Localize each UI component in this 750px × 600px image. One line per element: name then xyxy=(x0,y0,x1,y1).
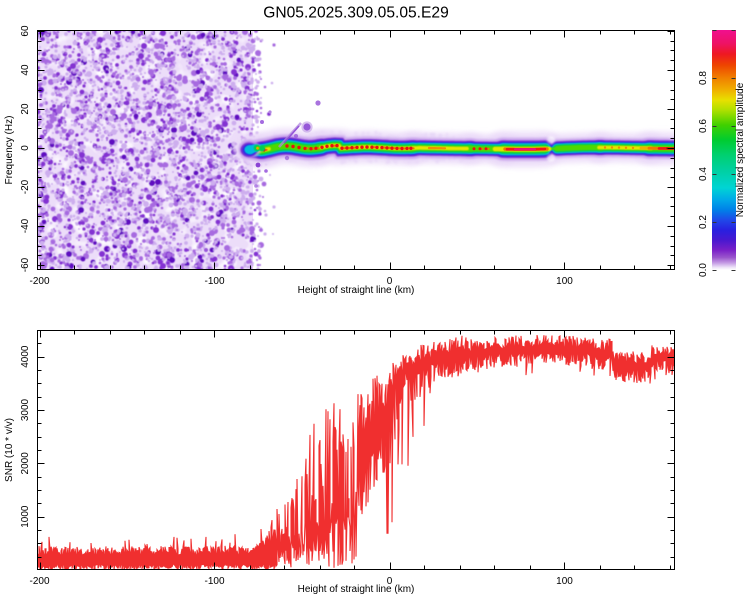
svg-text:0: 0 xyxy=(20,145,31,151)
svg-text:SNR (10 * v/v): SNR (10 * v/v) xyxy=(4,418,15,482)
svg-text:-20: -20 xyxy=(20,179,31,194)
svg-text:-200: -200 xyxy=(29,576,49,587)
svg-text:0.2: 0.2 xyxy=(698,215,709,229)
svg-text:-60: -60 xyxy=(20,257,31,272)
svg-text:20: 20 xyxy=(20,103,31,115)
svg-text:0.0: 0.0 xyxy=(698,263,709,277)
svg-text:-100: -100 xyxy=(204,576,224,587)
svg-text:Height of straight line (km): Height of straight line (km) xyxy=(298,584,415,595)
svg-text:1000: 1000 xyxy=(20,505,31,528)
svg-text:Normalized spectral amplitude: Normalized spectral amplitude xyxy=(735,82,746,217)
svg-text:4000: 4000 xyxy=(20,345,31,368)
svg-text:2000: 2000 xyxy=(20,452,31,475)
svg-text:GN05.2025.309.05.05.E29: GN05.2025.309.05.05.E29 xyxy=(263,5,449,22)
svg-text:0: 0 xyxy=(387,576,393,587)
svg-text:-100: -100 xyxy=(204,276,224,287)
svg-text:Frequency (Hz): Frequency (Hz) xyxy=(4,116,15,185)
svg-text:3000: 3000 xyxy=(20,398,31,421)
svg-text:100: 100 xyxy=(556,576,573,587)
svg-text:0.8: 0.8 xyxy=(698,71,709,85)
svg-text:0: 0 xyxy=(387,276,393,287)
svg-text:Height of straight line (km): Height of straight line (km) xyxy=(298,285,415,296)
svg-text:-40: -40 xyxy=(20,218,31,233)
svg-text:40: 40 xyxy=(20,64,31,76)
svg-text:-200: -200 xyxy=(29,276,49,287)
svg-text:60: 60 xyxy=(20,25,31,37)
svg-text:0.4: 0.4 xyxy=(698,167,709,181)
svg-text:100: 100 xyxy=(556,276,573,287)
svg-text:0.6: 0.6 xyxy=(698,119,709,133)
